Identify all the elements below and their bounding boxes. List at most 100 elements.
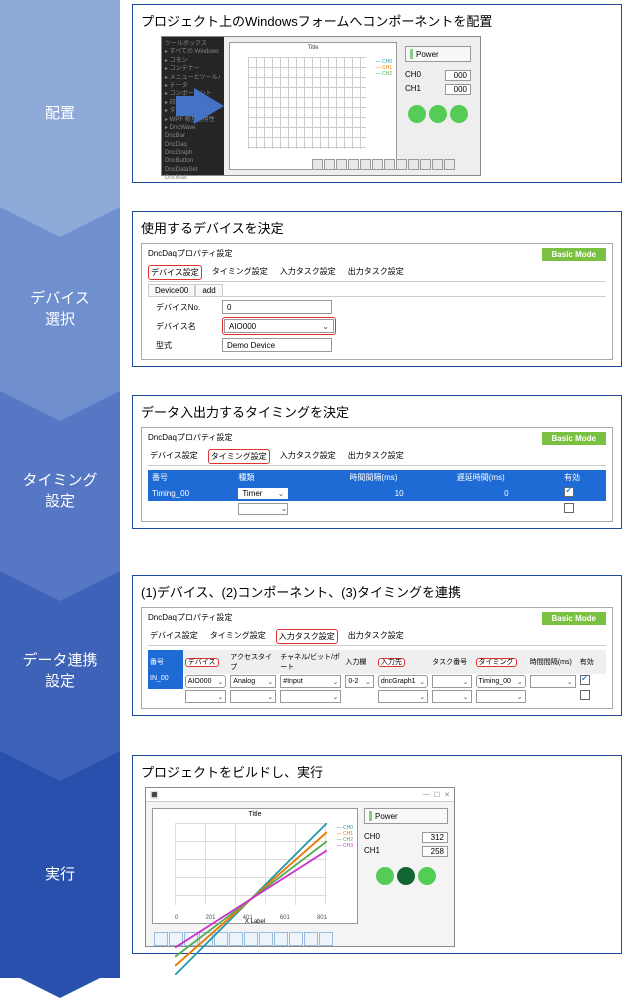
basic-mode-button[interactable]: Basic Mode	[542, 612, 606, 625]
tab-row: デバイス設定タイミング設定入力タスク設定出力タスク設定	[148, 265, 606, 282]
dialog-title: DncDaqプロパティ設定	[148, 432, 606, 443]
chan-select[interactable]: #Input	[280, 675, 341, 688]
maximize-icon[interactable]: ☐	[434, 791, 440, 799]
step-label: 実行	[45, 844, 75, 885]
toolbar-button[interactable]	[336, 159, 347, 170]
toolbar-button[interactable]	[384, 159, 395, 170]
tab-0[interactable]: デバイス設定	[148, 449, 200, 464]
step-title: データ入出力するタイミングを決定	[141, 402, 613, 421]
power-button[interactable]: Power	[405, 46, 471, 62]
visual-studio-screenshot: ツールボックス▸ すべての Windows フォーム▸ コモン▸ コンテナー▸ …	[161, 36, 481, 176]
window-titlebar: 🔳 — ☐ ✕	[146, 788, 454, 802]
step-label: デバイス 選択	[30, 268, 90, 330]
dialog-title: DncDaqプロパティ設定	[148, 612, 606, 623]
enabled-checkbox[interactable]	[564, 487, 574, 497]
step-arrow: 配置	[0, 0, 120, 207]
toolbar-button[interactable]	[312, 159, 323, 170]
step-label: 配置	[45, 83, 75, 124]
tab-2[interactable]: 入力タスク設定	[278, 265, 338, 280]
toolbar-button[interactable]	[154, 932, 168, 946]
close-icon[interactable]: ✕	[444, 791, 450, 799]
timing-table: 番号種類時間間隔(ms)遅延時間(ms)有効Timing_00Timer100	[148, 470, 606, 517]
minimize-icon[interactable]: —	[423, 791, 430, 799]
chart-toolbar	[312, 159, 455, 170]
toolbar-button[interactable]	[372, 159, 383, 170]
tab-0[interactable]: デバイス設定	[148, 629, 200, 644]
taskno-select[interactable]	[432, 675, 471, 688]
power-button[interactable]: Power	[364, 808, 448, 824]
indicator-led	[397, 867, 415, 885]
tab-2[interactable]: 入力タスク設定	[278, 449, 338, 464]
enabled-checkbox[interactable]	[580, 675, 590, 685]
step-title: (1)デバイス、(2)コンポーネント、(3)タイミングを連携	[141, 582, 613, 601]
step-arrow: 実行	[0, 751, 120, 978]
step-label: タイミング 設定	[22, 450, 97, 512]
range-select[interactable]: 0-2	[345, 675, 374, 688]
form-row: 型式Demo Device	[156, 338, 606, 352]
toolbar-button[interactable]	[360, 159, 371, 170]
form-row: デバイスNo.0	[156, 300, 606, 314]
form-input[interactable]: Demo Device	[222, 338, 332, 352]
toolbar-button[interactable]	[324, 159, 335, 170]
device-select[interactable]: AIO000	[185, 675, 227, 688]
step-label: データ連携 設定	[22, 630, 97, 692]
interval-select[interactable]	[530, 675, 576, 688]
workflow-step-4: 実行 プロジェクトをビルドし、実行 🔳 — ☐ ✕ TitleCH0CH1CH2CH3020…	[0, 751, 630, 978]
access-select[interactable]: Analog	[230, 675, 276, 688]
property-dialog: Basic ModeDncDaqプロパティ設定デバイス設定タイミング設定入力タス…	[141, 607, 613, 709]
dest-select[interactable]: dncGraph1	[378, 675, 428, 688]
io-row[interactable]: IN_00AIO000Analog#Input0-2dncGraph1Timin…	[148, 674, 606, 689]
toolbar-button[interactable]	[432, 159, 443, 170]
chart-legend: CH0CH1CH2CH3	[337, 825, 353, 849]
drag-arrow-icon	[194, 88, 224, 124]
tab-2[interactable]: 入力タスク設定	[276, 629, 338, 644]
indicator-led	[418, 867, 436, 885]
step-title: プロジェクトをビルドし、実行	[141, 762, 613, 781]
step-content: データ入出力するタイミングを決定 Basic ModeDncDaqプロパティ設定デ…	[132, 395, 622, 529]
basic-mode-button[interactable]: Basic Mode	[542, 248, 606, 261]
toolbar-button[interactable]	[444, 159, 455, 170]
step-content: 使用するデバイスを決定 Basic ModeDncDaqプロパティ設定デバイス設定…	[132, 211, 622, 367]
ch0-value: 312	[422, 832, 448, 843]
property-dialog: Basic ModeDncDaqプロパティ設定デバイス設定タイミング設定入力タス…	[141, 427, 613, 522]
basic-mode-button[interactable]: Basic Mode	[542, 432, 606, 445]
form-input[interactable]: 0	[222, 300, 332, 314]
toolbar-button[interactable]	[396, 159, 407, 170]
running-app-screenshot: 🔳 — ☐ ✕ TitleCH0CH1CH2CH30201401601801X Labe…	[145, 787, 455, 947]
tab-0[interactable]: デバイス設定	[148, 265, 202, 280]
app-icon: 🔳	[150, 791, 159, 799]
form-input[interactable]: AIO000	[224, 319, 334, 333]
indicator-led	[450, 105, 468, 123]
io-task-table: 番号デバイスアクセスタイプチャネル/ビット/ポート入力欄入力先タスク番号タイミン…	[148, 650, 606, 704]
step-title: 使用するデバイスを決定	[141, 218, 613, 237]
toolbar-button[interactable]	[348, 159, 359, 170]
ch1-value: 000	[445, 84, 471, 95]
step-content: プロジェクトをビルドし、実行 🔳 — ☐ ✕ TitleCH0CH1CH2CH302014…	[132, 755, 622, 954]
graph-component: TitleCH0CH1CH2	[229, 42, 397, 170]
device-subtab[interactable]: add	[195, 284, 222, 296]
step-content: (1)デバイス、(2)コンポーネント、(3)タイミングを連携 Basic Mode…	[132, 575, 622, 716]
ch1-value: 258	[422, 846, 448, 857]
timing-row[interactable]: Timing_00Timer100	[148, 485, 606, 501]
ch0-value: 000	[445, 70, 471, 81]
live-chart: TitleCH0CH1CH2CH30201401601801X Label	[152, 808, 358, 924]
tab-1[interactable]: タイミング設定	[208, 449, 270, 464]
chart-legend: CH0CH1CH2	[376, 59, 392, 77]
tab-1[interactable]: タイミング設定	[210, 265, 270, 280]
timing-select[interactable]: Timing_00	[476, 675, 526, 688]
step-title: プロジェクト上のWindowsフォームへコンポーネントを配置	[141, 11, 613, 30]
device-subtab[interactable]: Device00	[148, 284, 195, 296]
workflow-step-0: 配置 プロジェクト上のWindowsフォームへコンポーネントを配置ツールボックス▸…	[0, 0, 630, 207]
toolbar-button[interactable]	[408, 159, 419, 170]
tab-3[interactable]: 出力タスク設定	[346, 629, 406, 644]
indicator-led	[408, 105, 426, 123]
tab-3[interactable]: 出力タスク設定	[346, 265, 406, 280]
toolbar-button[interactable]	[420, 159, 431, 170]
tab-3[interactable]: 出力タスク設定	[346, 449, 406, 464]
step-content: プロジェクト上のWindowsフォームへコンポーネントを配置ツールボックス▸ す…	[132, 4, 622, 183]
form-row: デバイス名AIO000	[156, 317, 606, 335]
indicator-led	[429, 105, 447, 123]
indicator-led	[376, 867, 394, 885]
property-dialog: Basic ModeDncDaqプロパティ設定デバイス設定タイミング設定入力タス…	[141, 243, 613, 360]
tab-1[interactable]: タイミング設定	[208, 629, 268, 644]
